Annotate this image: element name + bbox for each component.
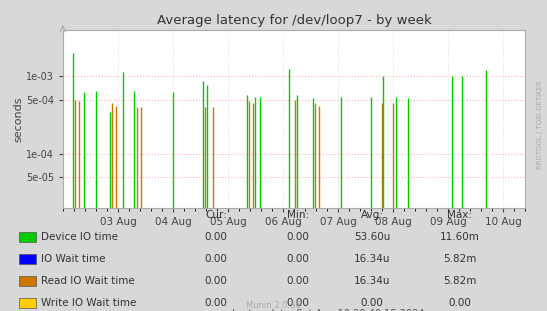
Text: 0.00: 0.00 [448,298,471,308]
Text: Read IO Wait time: Read IO Wait time [41,276,135,286]
Text: 53.60u: 53.60u [354,232,390,242]
Text: 5.82m: 5.82m [443,254,476,264]
Text: 5.82m: 5.82m [443,276,476,286]
Text: 0.00: 0.00 [287,298,310,308]
Text: Munin 2.0.56: Munin 2.0.56 [246,301,301,310]
Text: 16.34u: 16.34u [354,254,390,264]
Text: Min:: Min: [287,211,309,220]
Text: 0.00: 0.00 [287,276,310,286]
Bar [19,298,36,308]
Text: 11.60m: 11.60m [440,232,479,242]
Text: 16.34u: 16.34u [354,276,390,286]
Text: Device IO time: Device IO time [41,232,118,242]
Text: 0.00: 0.00 [205,298,228,308]
Text: 0.00: 0.00 [287,232,310,242]
Text: 0.00: 0.00 [205,276,228,286]
Bar [19,254,36,264]
Bar [19,232,36,242]
Text: Write IO Wait time: Write IO Wait time [41,298,136,308]
Y-axis label: seconds: seconds [13,96,23,142]
Text: Cur:: Cur: [205,211,227,220]
Bar [19,276,36,286]
Text: 0.00: 0.00 [287,254,310,264]
Text: Avg:: Avg: [360,211,383,220]
Text: IO Wait time: IO Wait time [41,254,106,264]
Text: 0.00: 0.00 [360,298,383,308]
Text: 0.00: 0.00 [205,254,228,264]
Title: Average latency for /dev/loop7 - by week: Average latency for /dev/loop7 - by week [156,14,432,27]
Text: RRDTOOL / TOBI OETIKER: RRDTOOL / TOBI OETIKER [537,80,543,169]
Text: Last update: Sat Aug 10 20:40:15 2024: Last update: Sat Aug 10 20:40:15 2024 [232,309,424,311]
Text: 0.00: 0.00 [205,232,228,242]
Text: Max:: Max: [447,211,472,220]
